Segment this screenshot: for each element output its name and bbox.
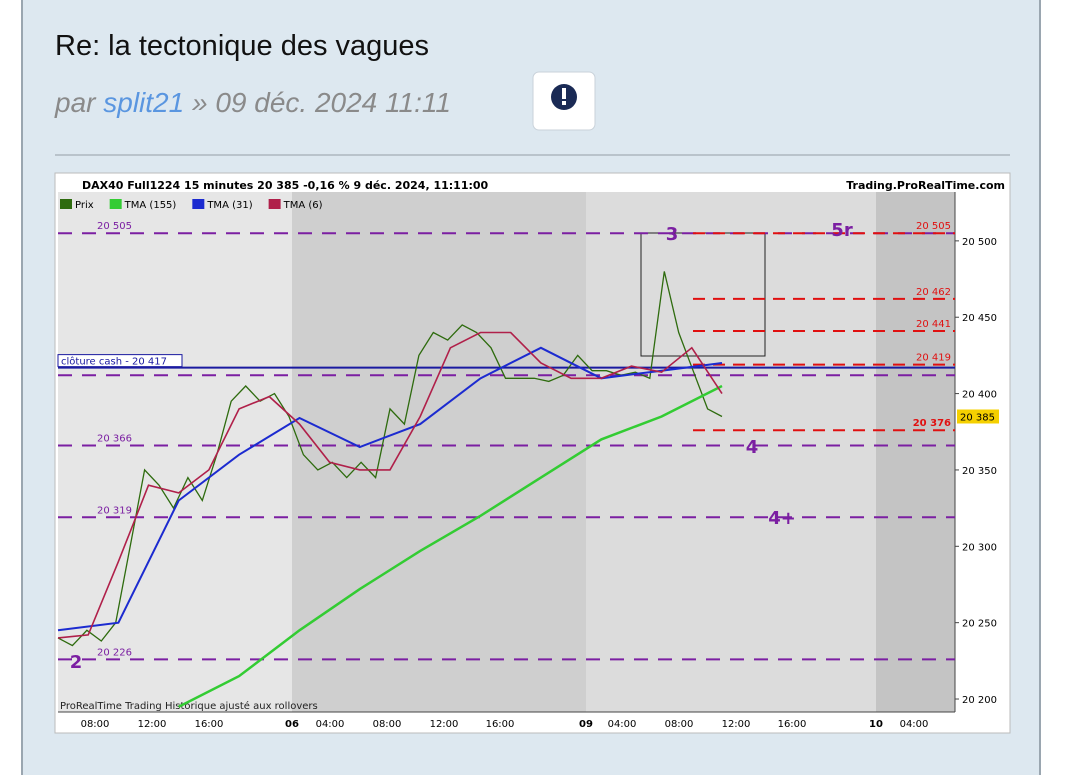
series-line [57, 271, 723, 647]
y-tick-label: 20 300 [962, 542, 997, 553]
y-tick-label: 20 500 [962, 237, 997, 248]
legend-swatch [192, 199, 205, 209]
x-tick-label: 08:00 [665, 719, 694, 730]
x-tick-label: 16:00 [486, 719, 515, 730]
x-tick-label: 04:00 [900, 719, 929, 730]
session-band [292, 192, 586, 712]
series-line [178, 384, 723, 708]
chart-footer: ProRealTime Trading Historique ajusté au… [60, 700, 318, 712]
target-label: 20 376 [913, 418, 951, 429]
legend-swatch [268, 199, 281, 209]
y-tick-label: 20 350 [962, 466, 997, 477]
last-price-label: 20 385 [960, 412, 995, 423]
wave-label: 2 [70, 652, 83, 673]
wave-label: 4+ [768, 508, 796, 529]
wave-label: 3 [666, 224, 679, 245]
x-tick-label: 06 [285, 719, 299, 730]
report-icon [562, 88, 566, 99]
x-tick-label: 12:00 [138, 719, 167, 730]
x-tick-label: 04:00 [316, 719, 345, 730]
post-date: » 09 déc. 2024 11:11 [192, 87, 451, 118]
x-tick-label: 09 [579, 719, 593, 730]
level-label: 20 319 [97, 505, 132, 516]
wave-label: 5r [831, 220, 853, 241]
level-label: 20 505 [97, 221, 132, 232]
post-title[interactable]: Re: la tectonique des vagues [55, 30, 429, 62]
report-icon [562, 101, 566, 105]
x-tick-label: 16:00 [778, 719, 807, 730]
legend-swatch [109, 199, 122, 209]
legend-label: TMA (31) [206, 200, 252, 211]
wave-label: 4 [746, 437, 759, 458]
target-label: 20 441 [916, 319, 951, 330]
chart-header: DAX40 Full1224 15 minutes 20 385 -0,16 %… [82, 179, 489, 192]
legend-swatch [60, 199, 72, 209]
x-tick-label: 08:00 [373, 719, 402, 730]
cash-close-label: clôture cash - 20 417 [61, 356, 167, 368]
legend-label: Prix [75, 200, 94, 211]
level-label: 20 226 [97, 647, 132, 658]
chart: DAX40 Full1224 15 minutes 20 385 -0,16 %… [54, 172, 1011, 734]
y-tick-label: 20 450 [962, 313, 997, 324]
series-line [57, 346, 723, 632]
cash-close-box [57, 354, 183, 368]
last-price-tag [957, 409, 999, 424]
x-tick-label: 08:00 [81, 719, 110, 730]
target-label: 20 462 [916, 287, 951, 298]
post-meta: par split21 » 09 déc. 2024 11:11 [54, 87, 451, 118]
y-tick-label: 20 250 [962, 619, 997, 630]
y-tick-label: 20 200 [962, 695, 997, 706]
x-tick-label: 10 [869, 719, 883, 730]
y-tick-label: 20 400 [962, 390, 997, 401]
x-tick-label: 04:00 [608, 719, 637, 730]
target-label: 20 419 [916, 353, 951, 364]
legend-label: TMA (6) [283, 200, 323, 211]
target-label: 20 505 [916, 221, 951, 232]
chart-source: Trading.ProRealTime.com [846, 179, 1005, 192]
session-band [586, 192, 876, 712]
session-band [58, 192, 292, 712]
by: par [54, 87, 97, 118]
legend-label: TMA (155) [124, 200, 177, 211]
author-link[interactable]: split21 [103, 87, 184, 118]
x-tick-label: 16:00 [195, 719, 224, 730]
x-tick-label: 12:00 [430, 719, 459, 730]
level-label: 20 366 [97, 434, 132, 445]
series-line [57, 331, 723, 639]
session-band [876, 192, 955, 712]
x-tick-label: 12:00 [722, 719, 751, 730]
